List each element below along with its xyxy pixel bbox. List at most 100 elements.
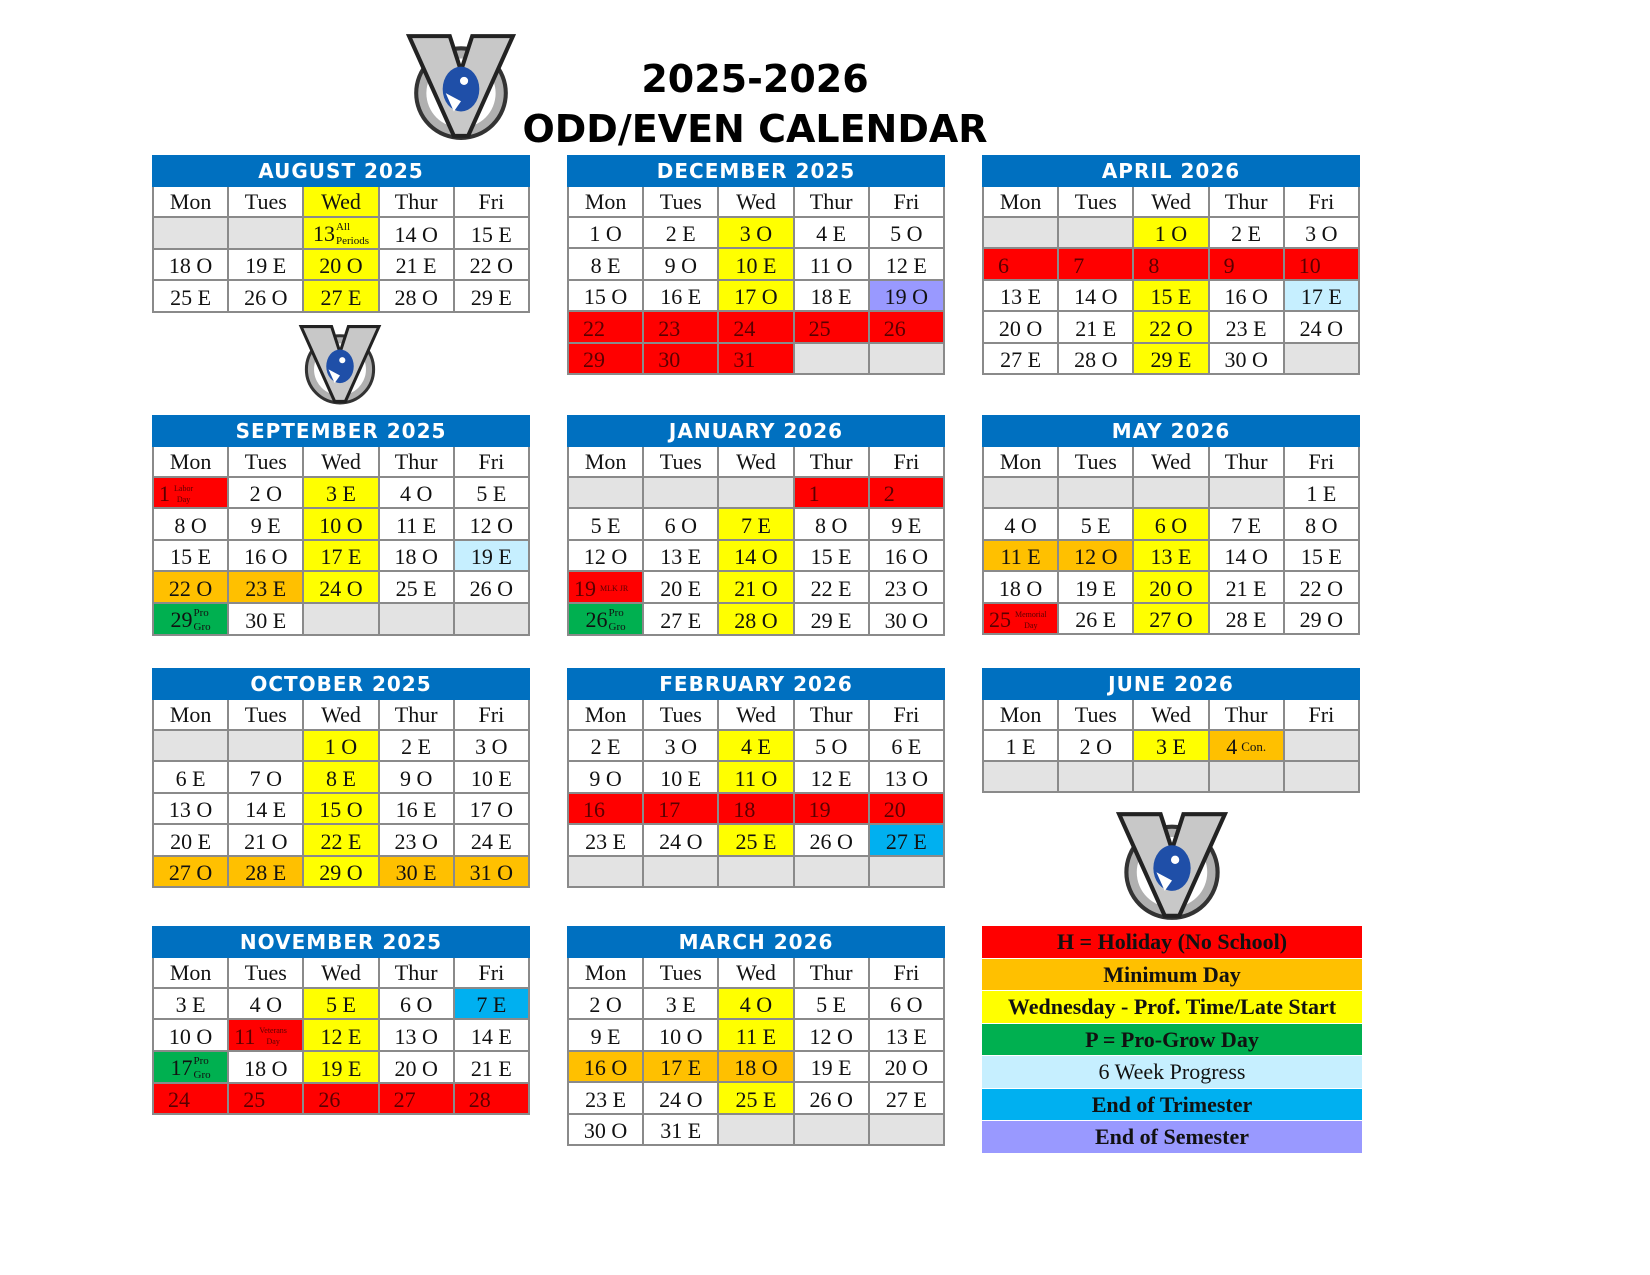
day-cell: 2 E xyxy=(566,728,645,763)
day-cell: 5 O xyxy=(792,728,870,763)
day-label: 3 E xyxy=(1155,734,1186,760)
day-label: 7 O xyxy=(249,765,282,791)
weekday-header: Thur xyxy=(377,698,455,731)
day-label: 17 E xyxy=(1300,284,1342,310)
weekday-header: Mon xyxy=(151,956,230,989)
day-label: 26 O xyxy=(809,1086,853,1112)
empty-cell xyxy=(981,760,1060,794)
weekday-header: Mon xyxy=(151,445,230,478)
day-label: 16 O xyxy=(583,1055,628,1081)
day-cell: 22 O xyxy=(1282,570,1361,604)
day-label: 12 O xyxy=(809,1023,853,1049)
day-cell: 4 O xyxy=(981,507,1060,541)
day-label: 10 E xyxy=(470,765,512,791)
day-label: 27 O xyxy=(168,860,213,886)
legend-item: P = Pro-Grow Day xyxy=(982,1023,1362,1055)
day-cell: 29 E xyxy=(452,279,531,313)
day-label: 27 E xyxy=(885,828,927,854)
day-cell: 16 xyxy=(566,791,645,826)
weekday-header: Tues xyxy=(1057,698,1135,731)
day-label: 9 O xyxy=(664,252,697,278)
empty-cell xyxy=(302,601,380,636)
day-label: 28 O xyxy=(1074,347,1118,373)
weekday-header: Mon xyxy=(981,698,1060,731)
day-label: 15 E xyxy=(810,544,852,570)
day-cell: 21 E xyxy=(1057,310,1135,344)
weekday-header: Wed xyxy=(717,445,795,478)
day-note: Con. xyxy=(1241,738,1267,754)
day-cell: 16 E xyxy=(377,791,455,826)
day-label: 22 E xyxy=(810,575,852,601)
month-calendar: JANUARY 2026 Mon Tues Wed Thur Fri 1 2 5 E 6 O 7 E… xyxy=(566,415,946,636)
day-label: 25 E xyxy=(170,284,212,310)
day-label: 10 E xyxy=(660,765,702,791)
day-label: 14 O xyxy=(394,221,438,247)
day-label: 2 E xyxy=(1231,221,1262,247)
empty-cell xyxy=(452,601,531,636)
empty-cell xyxy=(151,216,230,250)
day-cell: 2 O xyxy=(1057,728,1135,763)
empty-cell xyxy=(1282,341,1361,376)
day-cell: 15 E xyxy=(1282,538,1361,573)
day-label: 18 O xyxy=(734,1055,778,1081)
day-cell: 4 E xyxy=(792,215,870,250)
month-calendar: OCTOBER 2025 Mon Tues Wed Thur Fri 1 O 2 E 3 O 6 … xyxy=(151,668,531,889)
day-label: 18 xyxy=(733,797,756,823)
weekday-header: Thur xyxy=(377,445,455,478)
day-cell: 1 O xyxy=(566,215,645,250)
empty-cell xyxy=(792,341,870,376)
day-label: 27 E xyxy=(885,1086,927,1112)
day-label: 27 O xyxy=(1149,607,1193,633)
day-label: 12 E xyxy=(320,1023,362,1049)
day-label: 23 E xyxy=(585,1086,627,1112)
day-label: 22 O xyxy=(1149,315,1193,341)
day-label: 4 E xyxy=(816,221,847,247)
day-label: 6 O xyxy=(1154,512,1188,538)
day-cell: 10 O xyxy=(151,1018,230,1052)
day-label: 11 O xyxy=(734,765,778,791)
day-cell: 29 O xyxy=(1282,601,1361,636)
day-cell: 18 E xyxy=(792,278,870,313)
weekday-header: Thur xyxy=(1207,445,1285,478)
day-label: 11 O xyxy=(809,252,853,278)
day-label: 1 E xyxy=(1306,481,1337,507)
day-label: 14 O xyxy=(1074,284,1118,310)
month-title: JANUARY 2026 xyxy=(567,415,945,447)
day-cell: 16 O xyxy=(566,1049,645,1084)
day-label: 29 E xyxy=(1150,347,1192,373)
day-cell: 17 xyxy=(642,791,720,826)
day-cell: 2 xyxy=(867,475,946,510)
day-cell: 21 E xyxy=(452,1049,531,1084)
day-cell: 28 E xyxy=(227,854,305,889)
weekday-header: Thur xyxy=(792,445,870,478)
day-note: Pro Gro xyxy=(608,606,626,633)
day-label: 14 E xyxy=(470,1023,512,1049)
day-label: 24 xyxy=(168,1087,190,1113)
day-cell: 19 O xyxy=(867,278,946,313)
day-label: 1 xyxy=(808,481,820,507)
day-cell: 3 O xyxy=(717,215,795,250)
day-label: 29 O xyxy=(1299,607,1344,633)
day-cell: 14 O xyxy=(1057,278,1135,313)
day-cell: 29 E xyxy=(792,601,870,636)
empty-cell xyxy=(1282,760,1361,794)
day-label: 14 O xyxy=(1224,544,1268,570)
weekday-header: Fri xyxy=(867,185,946,218)
day-cell: 20 O xyxy=(981,310,1060,344)
day-cell: 26 O xyxy=(452,570,531,604)
day-cell: 4 O xyxy=(377,475,455,510)
day-cell: 25 E xyxy=(717,1081,795,1115)
day-label: 23 E xyxy=(585,828,627,854)
month-title: SEPTEMBER 2025 xyxy=(152,415,530,447)
day-cell: 23 E xyxy=(566,823,645,857)
day-cell: 5 E xyxy=(792,986,870,1021)
legend: H = Holiday (No School) Minimum Day Wednes… xyxy=(982,926,1362,1154)
day-cell: 26 xyxy=(302,1081,380,1116)
day-cell: 11 E xyxy=(717,1018,795,1052)
oak-valley-logo xyxy=(298,322,382,406)
month-title: AUGUST 2025 xyxy=(152,155,530,187)
weekday-header: Fri xyxy=(867,698,946,731)
day-cell: 18 O xyxy=(717,1049,795,1084)
weekday-header: Thur xyxy=(792,698,870,731)
day-cell: 24 O xyxy=(1282,310,1361,344)
